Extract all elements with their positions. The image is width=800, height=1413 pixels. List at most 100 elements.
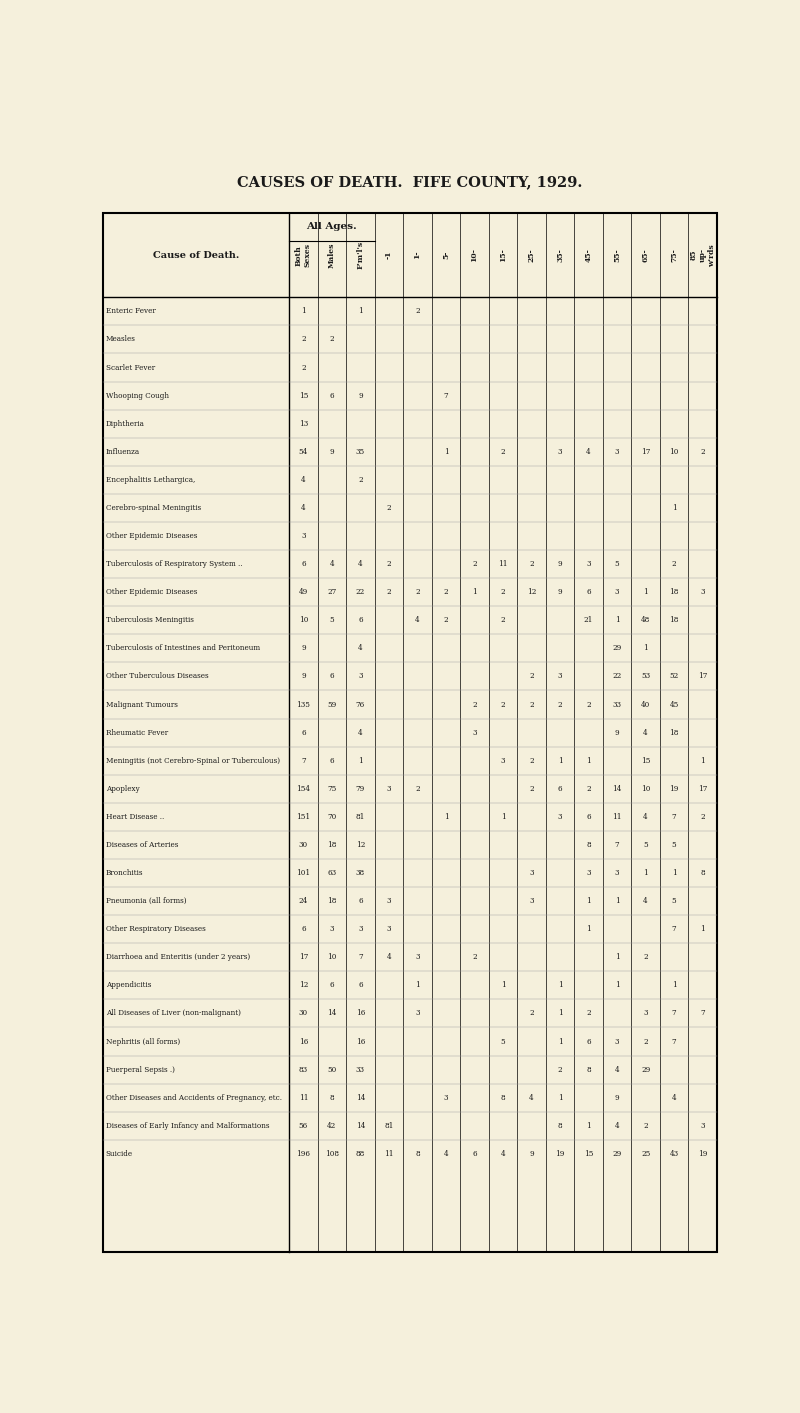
Text: 45: 45 xyxy=(670,701,678,708)
Text: 3: 3 xyxy=(530,869,534,877)
Text: 12: 12 xyxy=(527,588,536,596)
Text: 1: 1 xyxy=(501,982,506,989)
Text: 27: 27 xyxy=(327,588,337,596)
Text: 4: 4 xyxy=(358,644,362,653)
Text: 4: 4 xyxy=(672,1094,677,1102)
Text: 3: 3 xyxy=(558,812,562,821)
Text: 1-: 1- xyxy=(414,252,422,260)
Text: Males: Males xyxy=(328,243,336,268)
Text: 17: 17 xyxy=(698,784,707,793)
Text: 7: 7 xyxy=(672,1009,677,1017)
Text: 14: 14 xyxy=(356,1094,365,1102)
Text: 3: 3 xyxy=(415,954,420,961)
Text: 11: 11 xyxy=(498,560,508,568)
Text: 4: 4 xyxy=(444,1150,448,1157)
Text: F'm'l's: F'm'l's xyxy=(357,242,364,270)
Text: 48: 48 xyxy=(641,616,650,625)
Text: 8: 8 xyxy=(700,869,705,877)
Text: 1: 1 xyxy=(586,1122,591,1130)
Text: 1: 1 xyxy=(643,588,648,596)
Text: 55-: 55- xyxy=(613,249,621,261)
Text: All Diseases of Liver (non-malignant): All Diseases of Liver (non-malignant) xyxy=(106,1009,241,1017)
Text: 6: 6 xyxy=(301,926,306,933)
Text: 3: 3 xyxy=(586,560,591,568)
Text: All Ages.: All Ages. xyxy=(306,222,358,230)
Text: 25: 25 xyxy=(641,1150,650,1157)
Text: 3: 3 xyxy=(530,897,534,906)
Text: 15-: 15- xyxy=(499,249,507,261)
Text: 2: 2 xyxy=(472,560,477,568)
Text: 30: 30 xyxy=(298,1009,308,1017)
Text: 101: 101 xyxy=(296,869,310,877)
Text: 2: 2 xyxy=(530,757,534,764)
Text: 1: 1 xyxy=(614,954,619,961)
Text: 1: 1 xyxy=(558,1094,562,1102)
Text: 8: 8 xyxy=(586,1065,591,1074)
Text: 54: 54 xyxy=(298,448,308,456)
Text: 6: 6 xyxy=(586,1037,591,1046)
Text: 7: 7 xyxy=(672,926,677,933)
Text: 10-: 10- xyxy=(470,249,478,263)
Text: 3: 3 xyxy=(386,897,391,906)
Text: 17: 17 xyxy=(641,448,650,456)
Text: 30: 30 xyxy=(298,841,308,849)
Text: Pneumonia (all forms): Pneumonia (all forms) xyxy=(106,897,186,906)
Text: 2: 2 xyxy=(301,335,306,343)
Text: 16: 16 xyxy=(356,1037,365,1046)
Text: 5: 5 xyxy=(672,841,677,849)
Text: 7: 7 xyxy=(358,954,362,961)
Text: 1: 1 xyxy=(443,448,448,456)
Text: 3: 3 xyxy=(358,926,362,933)
Text: 1: 1 xyxy=(672,504,677,512)
Text: 19: 19 xyxy=(698,1150,707,1157)
Text: 3: 3 xyxy=(301,533,306,540)
Text: 11: 11 xyxy=(384,1150,394,1157)
Text: 29: 29 xyxy=(613,644,622,653)
Text: Other Epidemic Diseases: Other Epidemic Diseases xyxy=(106,588,197,596)
Text: 6: 6 xyxy=(586,812,591,821)
Text: 3: 3 xyxy=(501,757,506,764)
Text: Other Diseases and Accidents of Pregnancy, etc.: Other Diseases and Accidents of Pregnanc… xyxy=(106,1094,282,1102)
Text: 33: 33 xyxy=(356,1065,365,1074)
Text: 9: 9 xyxy=(614,729,619,736)
Text: 3: 3 xyxy=(472,729,477,736)
Text: 81: 81 xyxy=(384,1122,394,1130)
Text: 16: 16 xyxy=(356,1009,365,1017)
Text: 1: 1 xyxy=(586,757,591,764)
Text: Enteric Fever: Enteric Fever xyxy=(106,308,155,315)
Text: 4: 4 xyxy=(643,812,648,821)
Text: 6: 6 xyxy=(330,391,334,400)
Text: 76: 76 xyxy=(356,701,365,708)
Text: 5: 5 xyxy=(501,1037,506,1046)
Text: 3: 3 xyxy=(615,588,619,596)
Text: 35: 35 xyxy=(356,448,365,456)
Text: 4: 4 xyxy=(301,504,306,512)
Text: 3: 3 xyxy=(615,869,619,877)
Text: 7: 7 xyxy=(672,812,677,821)
Text: 4: 4 xyxy=(614,1122,619,1130)
Text: 2: 2 xyxy=(358,476,362,483)
Text: 6: 6 xyxy=(301,560,306,568)
Text: 6: 6 xyxy=(301,729,306,736)
Text: 3: 3 xyxy=(586,869,591,877)
Text: 85
up-
w'rds: 85 up- w'rds xyxy=(690,244,716,267)
Text: 108: 108 xyxy=(325,1150,339,1157)
Text: 2: 2 xyxy=(558,701,562,708)
Text: 3: 3 xyxy=(386,784,391,793)
Text: 11: 11 xyxy=(612,812,622,821)
Text: 2: 2 xyxy=(530,560,534,568)
Text: 4: 4 xyxy=(501,1150,506,1157)
Text: 1: 1 xyxy=(643,644,648,653)
Text: 135: 135 xyxy=(297,701,310,708)
Text: 2: 2 xyxy=(530,1009,534,1017)
Text: 1: 1 xyxy=(614,897,619,906)
Text: 7: 7 xyxy=(301,757,306,764)
Text: 6: 6 xyxy=(358,982,362,989)
Text: 5: 5 xyxy=(643,841,648,849)
Text: 6: 6 xyxy=(558,784,562,793)
Text: 4: 4 xyxy=(643,729,648,736)
Text: Other Tuberculous Diseases: Other Tuberculous Diseases xyxy=(106,673,208,681)
Text: 2: 2 xyxy=(415,588,420,596)
Text: 8: 8 xyxy=(558,1122,562,1130)
Text: 17: 17 xyxy=(698,673,707,681)
